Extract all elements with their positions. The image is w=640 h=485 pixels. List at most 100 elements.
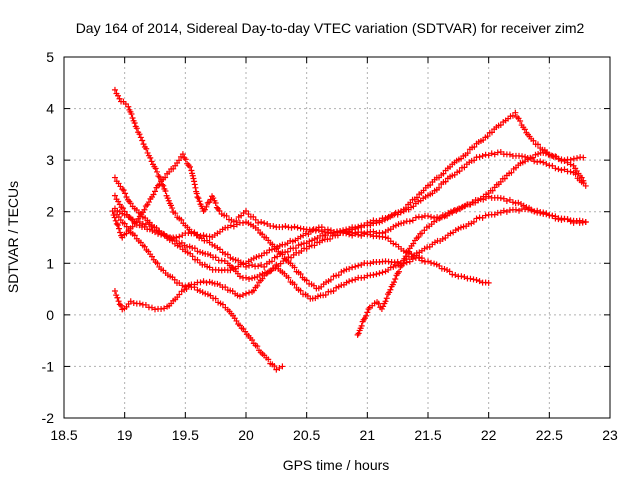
data-point: [564, 159, 571, 166]
data-point: [166, 236, 173, 243]
data-point: [346, 278, 353, 285]
data-point: [111, 288, 118, 295]
data-point: [361, 274, 368, 281]
data-point: [456, 168, 463, 175]
data-point: [165, 197, 172, 204]
data-point: [500, 195, 507, 202]
data-point: [111, 174, 118, 181]
data-point: [439, 235, 446, 242]
data-point: [515, 199, 522, 206]
data-point: [380, 303, 387, 310]
data-point: [117, 229, 124, 236]
data-point: [122, 190, 129, 197]
data-point: [330, 273, 337, 280]
data-point: [210, 195, 217, 202]
data-point: [120, 187, 127, 194]
data-point: [406, 258, 413, 265]
data-point: [552, 165, 559, 172]
data-point: [418, 230, 425, 237]
data-point: [115, 298, 122, 305]
data-point: [387, 286, 394, 293]
data-point: [358, 322, 365, 329]
data-point: [276, 364, 283, 371]
series-s8: [354, 149, 587, 338]
data-point: [373, 271, 380, 278]
data-point: [176, 280, 183, 287]
data-point: [484, 133, 491, 140]
data-point: [530, 137, 537, 144]
data-point: [334, 228, 340, 235]
data-point: [461, 273, 468, 280]
data-point: [113, 220, 120, 227]
data-point: [528, 206, 535, 213]
data-point: [440, 170, 447, 177]
data-point: [279, 363, 286, 370]
data-point: [387, 264, 394, 271]
data-point: [410, 240, 417, 247]
data-point: [139, 137, 146, 144]
series-s1: [111, 86, 589, 270]
data-point: [249, 336, 256, 343]
x-tick-label: 19: [117, 427, 133, 443]
data-point: [141, 243, 148, 250]
y-tick-label: 3: [46, 152, 54, 168]
data-point: [497, 195, 504, 202]
data-point: [150, 191, 157, 198]
data-point: [428, 213, 435, 220]
data-point: [418, 214, 425, 221]
x-tick-label: 21.5: [414, 427, 441, 443]
data-point: [322, 291, 329, 298]
data-point: [206, 264, 213, 271]
data-point: [405, 248, 412, 255]
data-point: [355, 262, 362, 269]
data-point: [540, 159, 547, 166]
data-point: [197, 279, 204, 286]
data-point: [508, 169, 515, 176]
x-axis-label: GPS time / hours: [283, 457, 390, 473]
data-point: [402, 204, 409, 211]
data-point: [271, 362, 278, 369]
data-point: [120, 205, 127, 212]
data-point: [452, 272, 459, 279]
data-point: [517, 118, 524, 125]
data-point: [489, 187, 496, 194]
data-point: [330, 229, 337, 236]
data-point: [217, 246, 223, 253]
data-point: [349, 277, 356, 284]
data-point: [485, 152, 492, 159]
data-point: [311, 235, 318, 242]
data-point: [352, 230, 359, 237]
data-point: [402, 253, 409, 260]
data-point: [370, 271, 377, 278]
data-point: [352, 276, 359, 283]
data-point: [193, 190, 200, 197]
data-point: [416, 254, 423, 261]
data-point: [343, 229, 350, 236]
data-point: [270, 265, 277, 272]
data-point: [561, 158, 568, 165]
data-point: [519, 153, 526, 160]
data-point: [531, 208, 538, 215]
data-point: [349, 264, 356, 271]
data-point: [479, 214, 486, 221]
data-point: [482, 212, 489, 219]
data-point: [461, 164, 468, 171]
data-point: [233, 217, 240, 224]
data-point: [115, 198, 122, 205]
data-point: [297, 271, 304, 278]
data-point: [382, 298, 389, 305]
data-point: [318, 224, 325, 231]
data-point: [153, 227, 160, 234]
x-tick-label: 20: [238, 427, 254, 443]
data-point: [543, 210, 550, 217]
data-point: [113, 292, 120, 299]
data-point: [392, 222, 399, 229]
data-point: [572, 171, 579, 178]
data-point: [204, 199, 211, 206]
y-axis-label: SDTVAR / TECUs: [5, 181, 21, 293]
data-point: [161, 305, 168, 312]
data-point: [306, 238, 313, 245]
data-point: [161, 232, 168, 239]
data-point: [112, 217, 119, 224]
data-point: [191, 284, 198, 291]
